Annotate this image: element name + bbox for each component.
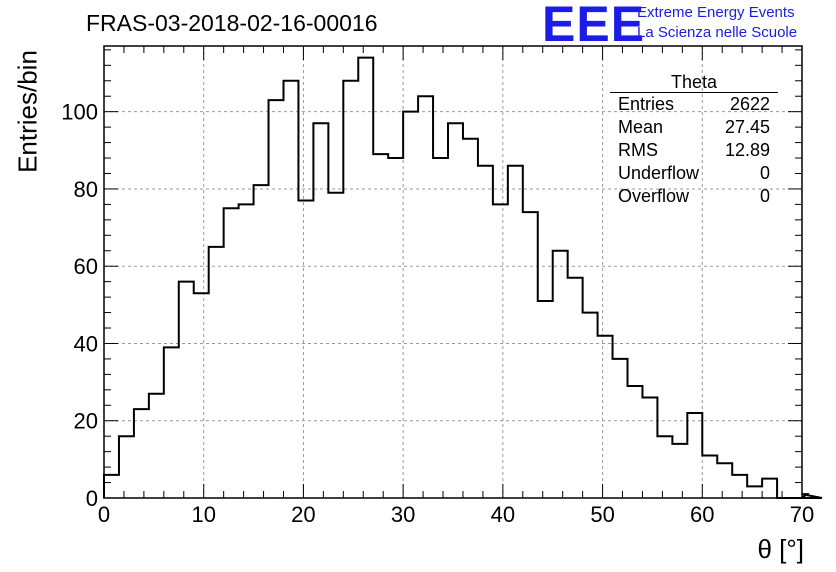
stats-value: 0 <box>759 163 770 183</box>
y-tick-label: 100 <box>61 100 98 125</box>
x-tick-label: 30 <box>391 502 415 527</box>
chart-title: FRAS-03-2018-02-16-00016 <box>86 10 378 36</box>
stats-title: Theta <box>610 72 778 93</box>
stats-box: Theta Entries 2622 Mean 27.45 RMS 12.89 … <box>610 72 778 208</box>
stats-value: 0 <box>759 186 770 206</box>
plot-frame <box>103 45 803 499</box>
x-tick-label: 20 <box>291 502 315 527</box>
y-tick-label: 60 <box>74 254 98 279</box>
eee-logo-mark: EEE <box>542 0 646 52</box>
histogram-line <box>103 56 823 499</box>
x-tick-label: 60 <box>690 502 714 527</box>
x-axis-label: θ [°] <box>757 534 804 564</box>
stats-label: Entries <box>618 94 675 114</box>
logo-line-1: Extreme Energy Events <box>637 4 795 21</box>
y-tick-label: 40 <box>74 331 98 356</box>
stats-row-mean: Mean 27.45 <box>610 116 778 139</box>
stats-label: Underflow <box>618 163 700 183</box>
stats-row-entries: Entries 2622 <box>610 93 778 116</box>
x-tick-label: 0 <box>98 502 110 527</box>
stats-row-underflow: Underflow 0 <box>610 162 778 185</box>
x-tick-label: 10 <box>191 502 215 527</box>
logo-line-2: La Scienza nelle Scuole <box>637 24 798 41</box>
stats-label: Mean <box>618 117 664 137</box>
x-tick-label: 70 <box>790 502 814 527</box>
stats-value: 2622 <box>729 94 770 114</box>
stats-value: 12.89 <box>724 140 770 160</box>
y-tick-label: 80 <box>74 177 98 202</box>
x-tick-label: 50 <box>590 502 614 527</box>
y-tick-label: 20 <box>74 409 98 434</box>
x-tick-label: 40 <box>491 502 515 527</box>
stats-value: 27.45 <box>724 117 770 137</box>
stats-row-rms: RMS 12.89 <box>610 139 778 162</box>
stats-label: RMS <box>618 140 658 160</box>
y-axis-label: Entries/bin <box>12 50 43 173</box>
stats-row-overflow: Overflow 0 <box>610 185 778 208</box>
stats-label: Overflow <box>618 186 690 206</box>
y-tick-label: 0 <box>86 486 98 511</box>
